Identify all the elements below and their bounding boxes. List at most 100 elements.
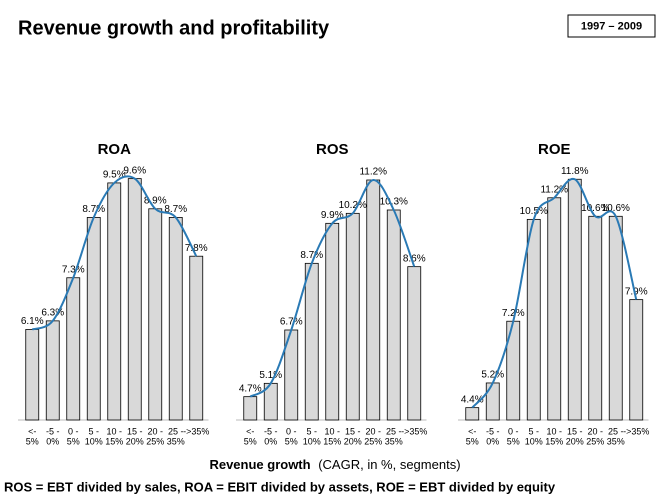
bar	[304, 262, 319, 421]
x-tick-label: 0%	[486, 436, 499, 446]
x-tick-label: 15 -	[345, 426, 361, 436]
bar	[345, 212, 360, 421]
x-tick-label: 5 -	[306, 426, 317, 436]
bar	[148, 208, 163, 421]
x-tick-label: 10%	[525, 436, 543, 446]
x-tick-label: -5 -	[46, 426, 60, 436]
x-tick-label: 0 -	[508, 426, 519, 436]
bar	[325, 222, 340, 421]
x-tick-label: 0%	[46, 436, 59, 446]
value-label: 8.9%	[144, 195, 167, 206]
bar	[386, 209, 401, 421]
bar	[66, 277, 81, 421]
x-tick-label: 25 -	[168, 426, 184, 436]
x-tick-label: 5%	[244, 436, 257, 446]
x-tick-label: 35%	[167, 436, 185, 446]
value-label: 5.2%	[481, 370, 504, 381]
x-tick-label: 0 -	[68, 426, 79, 436]
x-tick-label: 20%	[344, 436, 362, 446]
x-tick-label: 25%	[586, 436, 604, 446]
x-tick-label: 0 -	[286, 426, 297, 436]
value-label: 10.6%	[581, 203, 609, 214]
x-tick-label: 15%	[323, 436, 341, 446]
value-label: 10.5%	[520, 206, 548, 217]
value-label: 7.8%	[185, 243, 208, 254]
trend-line	[471, 177, 638, 409]
x-tick-label: ->35%	[623, 426, 649, 436]
chart-title: ROE	[538, 141, 571, 158]
trend-line	[249, 179, 416, 398]
bar	[588, 215, 603, 421]
bar	[45, 320, 60, 421]
x-tick-label: 20 -	[365, 426, 381, 436]
bar	[25, 329, 40, 421]
value-label: 8.7%	[300, 250, 323, 261]
x-tick-label: 20%	[566, 436, 584, 446]
value-label: 10.6%	[602, 203, 630, 214]
page-title: Revenue growth and profitability	[18, 17, 330, 39]
value-label: 7.9%	[625, 286, 648, 297]
x-tick-label: 5%	[285, 436, 298, 446]
bar	[243, 396, 258, 421]
x-axis-detail: (CAGR, in %, segments)	[318, 457, 460, 472]
value-label: 10.3%	[380, 197, 408, 208]
bar	[608, 215, 623, 421]
bar	[107, 182, 122, 421]
bar	[86, 217, 101, 421]
x-tick-label: 15 -	[127, 426, 143, 436]
x-tick-label: 35%	[607, 436, 625, 446]
chart-title: ROS	[316, 141, 349, 158]
bar	[168, 217, 183, 421]
value-label: 5.1%	[259, 370, 282, 381]
x-tick-label: 5%	[67, 436, 80, 446]
bar	[567, 178, 582, 421]
bar	[526, 218, 541, 421]
bar	[127, 178, 142, 421]
x-tick-label: 5 -	[528, 426, 539, 436]
x-tick-label: 5 -	[88, 426, 99, 436]
x-tick-label: ->35%	[401, 426, 427, 436]
x-tick-label: 5%	[466, 436, 479, 446]
bar	[629, 299, 644, 421]
x-tick-label: 10 -	[106, 426, 122, 436]
x-tick-label: 10 -	[324, 426, 340, 436]
value-label: 8.6%	[403, 253, 426, 264]
value-label: 11.8%	[561, 166, 589, 177]
x-tick-label: 15 -	[567, 426, 583, 436]
bar	[407, 266, 422, 421]
x-tick-label: <-	[28, 426, 36, 436]
x-tick-label: 10 -	[546, 426, 562, 436]
value-label: 9.9%	[321, 210, 344, 221]
x-tick-label: 35%	[385, 436, 403, 446]
value-label: 7.3%	[62, 264, 85, 275]
value-label: 8.7%	[164, 204, 187, 215]
x-tick-label: 25%	[364, 436, 382, 446]
bar	[465, 407, 480, 421]
x-tick-label: -5 -	[264, 426, 278, 436]
value-label: 7.2%	[502, 308, 525, 319]
bar	[547, 197, 562, 421]
bar	[366, 179, 381, 421]
x-tick-label: <-	[246, 426, 254, 436]
x-tick-label: 10%	[85, 436, 103, 446]
x-tick-label: 20 -	[147, 426, 163, 436]
value-label: 6.7%	[280, 317, 303, 328]
x-tick-label: 25 -	[386, 426, 402, 436]
x-tick-label: ->35%	[183, 426, 209, 436]
value-label: 4.7%	[239, 383, 262, 394]
x-tick-label: 10%	[303, 436, 321, 446]
period: 1997 – 2009	[581, 20, 642, 32]
value-label: 6.1%	[21, 316, 44, 327]
x-tick-label: 20%	[126, 436, 144, 446]
x-axis-label: Revenue growth (CAGR, in %, segments)	[209, 457, 460, 472]
value-label: 4.4%	[461, 394, 484, 405]
x-tick-label: 5%	[26, 436, 39, 446]
footnote: ROS = EBT divided by sales, ROA = EBIT d…	[4, 479, 556, 494]
chart-title: ROA	[98, 141, 132, 158]
value-label: 9.5%	[103, 170, 126, 181]
value-label: 8.7%	[82, 204, 105, 215]
x-tick-label: 15%	[105, 436, 123, 446]
value-label: 9.6%	[123, 165, 146, 176]
x-tick-label: 20 -	[587, 426, 603, 436]
